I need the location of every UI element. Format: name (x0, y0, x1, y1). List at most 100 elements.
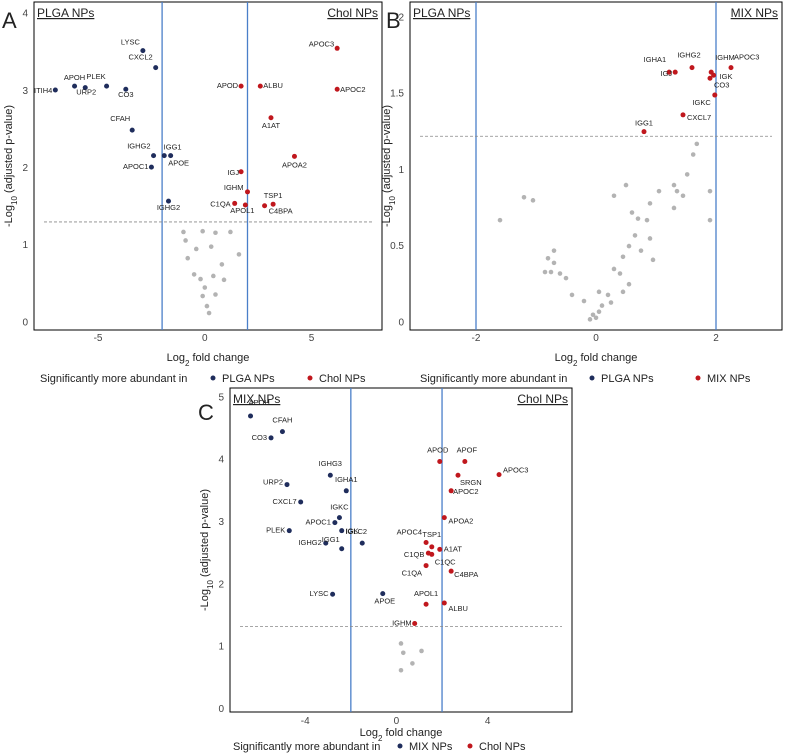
point-label: CXCL7 (272, 497, 296, 506)
point-label: IGHG2 (157, 203, 180, 212)
nonsig-point (647, 201, 653, 206)
point-label: C1QA (402, 569, 422, 578)
point-label: IGHA1 (644, 55, 667, 64)
nonsig-point (206, 310, 212, 316)
left-sig-point (323, 540, 329, 546)
left-sig-point (166, 198, 172, 204)
point-label: APOH (64, 73, 85, 82)
right-sig-point (257, 83, 263, 89)
nonsig-point (221, 277, 227, 283)
point-label: IGG1 (322, 535, 340, 544)
y-axis-title: -Log10 (adjusted p-value) (3, 105, 19, 227)
nonsig-point (626, 243, 632, 249)
point-label: TSP1 (422, 530, 441, 539)
nonsig-point (605, 292, 611, 298)
nonsig-point (620, 289, 626, 295)
right-sig-point (689, 65, 695, 71)
left-sig-point (339, 528, 345, 534)
point-label: CXCL7 (687, 113, 711, 122)
left-sig-point (339, 546, 345, 552)
x-tick-label: -5 (94, 333, 103, 344)
left-sig-point (151, 153, 157, 159)
point-label: APOC4 (397, 528, 422, 537)
right-group-header: Chol NPs (327, 6, 378, 20)
point-label: C1QA (210, 199, 230, 208)
left-sig-point (359, 540, 365, 546)
y-tick-label: 1 (22, 240, 28, 251)
x-tick-label: 4 (485, 716, 491, 727)
x-tick-label: -4 (301, 716, 310, 727)
right-sig-point (423, 540, 429, 546)
y-tick-label: 0 (398, 317, 404, 328)
nonsig-point (569, 292, 575, 298)
legend-right-label: Chol NPs (479, 741, 526, 753)
point-label: IGG1 (164, 143, 182, 152)
left-sig-point (140, 48, 146, 54)
left-sig-point (123, 86, 129, 92)
right-sig-point (712, 92, 718, 98)
nonsig-point (620, 254, 626, 260)
right-sig-point (423, 563, 429, 569)
right-sig-point (437, 459, 443, 465)
nonsig-point (674, 188, 680, 194)
y-tick-label: 3 (218, 517, 224, 528)
nonsig-point (599, 303, 605, 308)
legend-text: Significantly more abundant in (40, 373, 187, 385)
point-label: ITIH4 (34, 86, 52, 95)
nonsig-point (200, 293, 205, 299)
point-label: IGJ (661, 69, 673, 78)
y-tick-label: 4 (22, 9, 28, 20)
point-label: URP2 (76, 88, 96, 97)
nonsig-point (185, 255, 191, 261)
x-tick-label: 0 (394, 716, 400, 727)
nonsig-point (671, 182, 677, 188)
nonsig-point (521, 194, 527, 200)
legend-right-dot (695, 375, 701, 381)
right-sig-point (441, 600, 447, 606)
nonsig-point (690, 152, 696, 157)
x-axis-title: Log2 fold change (167, 352, 250, 368)
nonsig-point (548, 269, 554, 275)
point-label: APOE (374, 597, 395, 606)
point-label: PLEK (266, 526, 285, 535)
right-sig-point (334, 86, 340, 92)
panel-c: C MIX NPs Chol NPs -4 0 4 0 1 2 3 4 5 Log2 fold chan… (198, 387, 573, 753)
left-sig-point (248, 413, 254, 419)
left-sig-point (336, 515, 342, 521)
left-sig-point (129, 127, 135, 133)
left-sig-point (268, 435, 274, 441)
nonsig-point (671, 205, 677, 211)
left-sig-point (104, 83, 110, 89)
plot-frame (33, 1, 383, 331)
right-group-header: MIX NPs (731, 6, 778, 20)
x-tick-label: 5 (309, 333, 315, 344)
left-sig-point (286, 528, 292, 534)
y-tick-label: 1 (398, 165, 404, 176)
left-sig-point (168, 153, 174, 159)
nonsig-point (632, 233, 638, 238)
nonsig-point (398, 641, 404, 646)
point-label: CO3 (714, 80, 729, 89)
nonsig-point (236, 252, 242, 257)
right-sig-point (334, 45, 340, 51)
nonsig-point (557, 271, 563, 276)
panel-b: B PLGA NPs MIX NPs -2 0 2 0 0.5 1 1.5 2 Log2 fold c… (381, 1, 783, 385)
y-axis-title: -Log10 (adjusted p-value) (381, 105, 397, 227)
legend-right-label: Chol NPs (319, 373, 366, 385)
right-sig-point (707, 75, 713, 81)
point-label: APOC1 (123, 162, 148, 171)
point-label: CO3 (118, 90, 133, 99)
right-sig-point (262, 203, 268, 209)
right-sig-point (423, 601, 429, 607)
plot-frame (409, 1, 783, 331)
point-label: IGG1 (635, 119, 653, 128)
x-axis-title: Log2 fold change (555, 352, 638, 368)
left-sig-point (284, 482, 290, 488)
x-tick-label: 2 (713, 333, 719, 344)
point-label: CXCL2 (129, 53, 153, 62)
point-label: CFAH (272, 416, 292, 425)
nonsig-point (563, 275, 569, 281)
point-label: C1QC (435, 557, 456, 566)
left-sig-point (72, 83, 78, 89)
